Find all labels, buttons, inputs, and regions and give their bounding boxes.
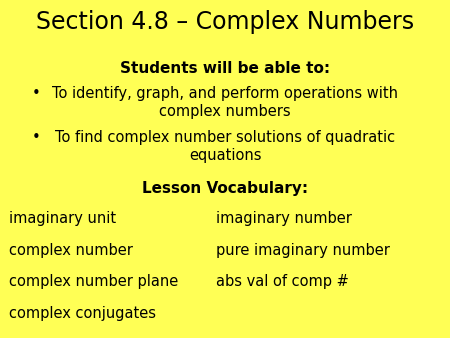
Text: complex number plane: complex number plane [9, 274, 178, 289]
Text: Students will be able to:: Students will be able to: [120, 61, 330, 76]
Text: imaginary unit: imaginary unit [9, 211, 116, 226]
Text: complex conjugates: complex conjugates [9, 306, 156, 320]
Text: To identify, graph, and perform operations with
complex numbers: To identify, graph, and perform operatio… [52, 86, 398, 119]
Text: •: • [32, 130, 40, 145]
Text: Section 4.8 – Complex Numbers: Section 4.8 – Complex Numbers [36, 10, 414, 34]
Text: pure imaginary number: pure imaginary number [216, 243, 390, 258]
Text: imaginary number: imaginary number [216, 211, 352, 226]
Text: •: • [32, 86, 40, 101]
Text: Lesson Vocabulary:: Lesson Vocabulary: [142, 181, 308, 196]
Text: complex number: complex number [9, 243, 133, 258]
Text: abs val of comp #: abs val of comp # [216, 274, 349, 289]
Text: To find complex number solutions of quadratic
equations: To find complex number solutions of quad… [55, 130, 395, 163]
